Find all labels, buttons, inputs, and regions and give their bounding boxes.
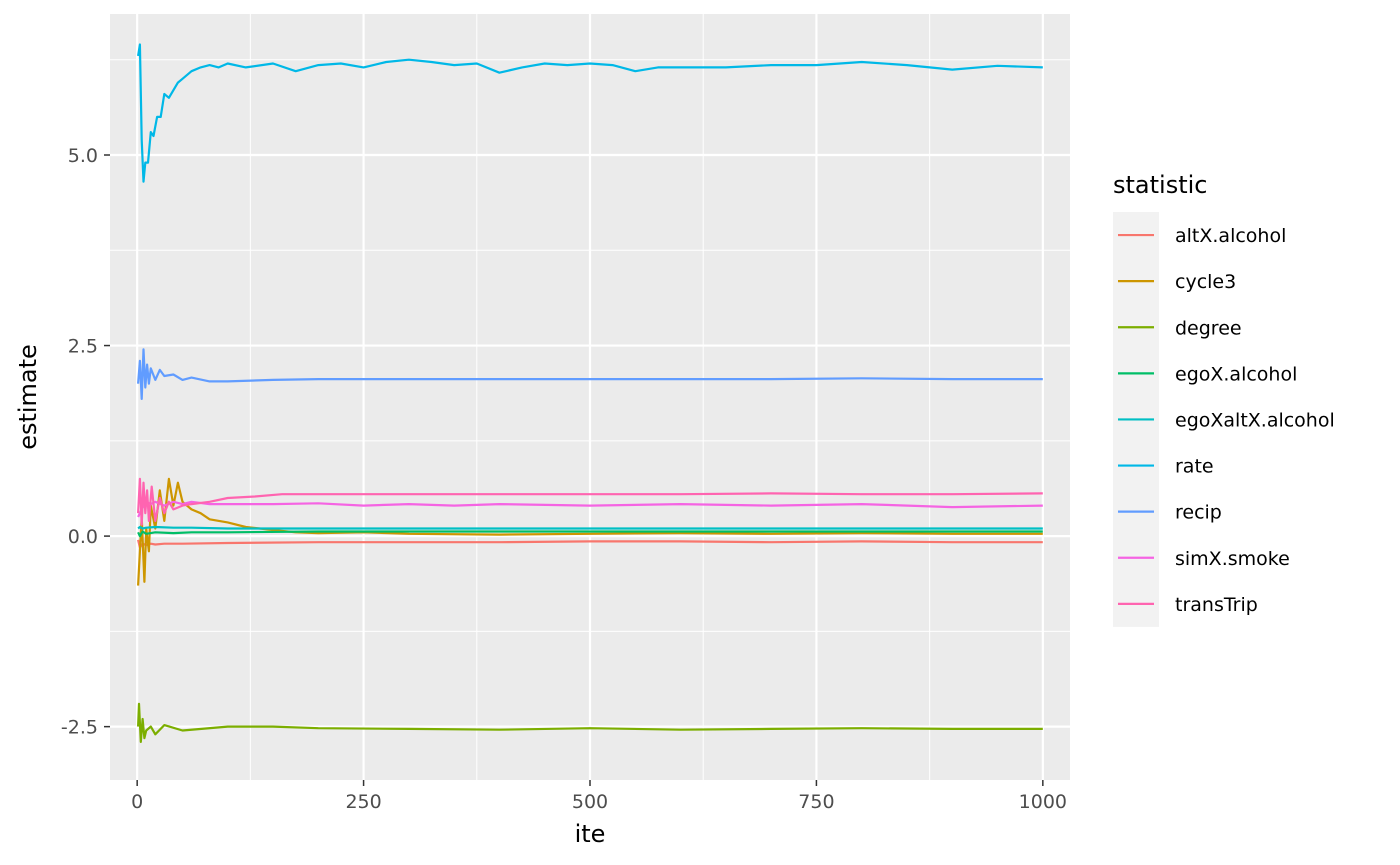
x-tick-label: 0 — [131, 791, 143, 813]
series-line-recip — [137, 348, 1043, 400]
x-tick-label: 250 — [345, 791, 381, 813]
x-tick-label: 1000 — [1019, 791, 1067, 813]
series-line-egoxaltx-alcohol — [137, 525, 1043, 530]
plot-panel — [110, 14, 1070, 780]
y-tick-label: 2.5 — [68, 336, 98, 358]
legend: statistic altX.alcohol cycle3 degree egoX.a… — [1113, 171, 1335, 627]
legend-label: rate — [1175, 456, 1214, 478]
legend-label: cycle3 — [1175, 271, 1236, 293]
x-tick-label: 750 — [798, 791, 834, 813]
legend-label: degree — [1175, 317, 1242, 339]
series-line-rate — [137, 43, 1043, 183]
legend-label: transTrip — [1175, 594, 1258, 616]
y-tick-label: 5.0 — [68, 145, 98, 167]
legend-title: statistic — [1113, 171, 1207, 199]
series-line-cycle3 — [137, 477, 1043, 586]
legend-label: recip — [1175, 502, 1222, 524]
axes: 0 250 500 750 1000 -2.5 0.0 2.5 5.0 — [61, 145, 1067, 813]
y-axis-title: estimate — [14, 344, 42, 450]
series-lines — [137, 43, 1043, 743]
x-tick-label: 500 — [572, 791, 608, 813]
legend-label: egoXaltX.alcohol — [1175, 409, 1335, 431]
series-line-transtrip — [137, 477, 1043, 526]
legend-label: simX.smoke — [1175, 548, 1290, 570]
y-tick-label: -2.5 — [61, 717, 98, 739]
series-line-degree — [137, 702, 1043, 743]
legend-label: egoX.alcohol — [1175, 363, 1297, 385]
y-tick-label: 0.0 — [68, 526, 98, 548]
x-axis-title: ite — [575, 820, 606, 848]
legend-label: altX.alcohol — [1175, 225, 1286, 247]
series-line-egox-alcohol — [137, 530, 1043, 538]
